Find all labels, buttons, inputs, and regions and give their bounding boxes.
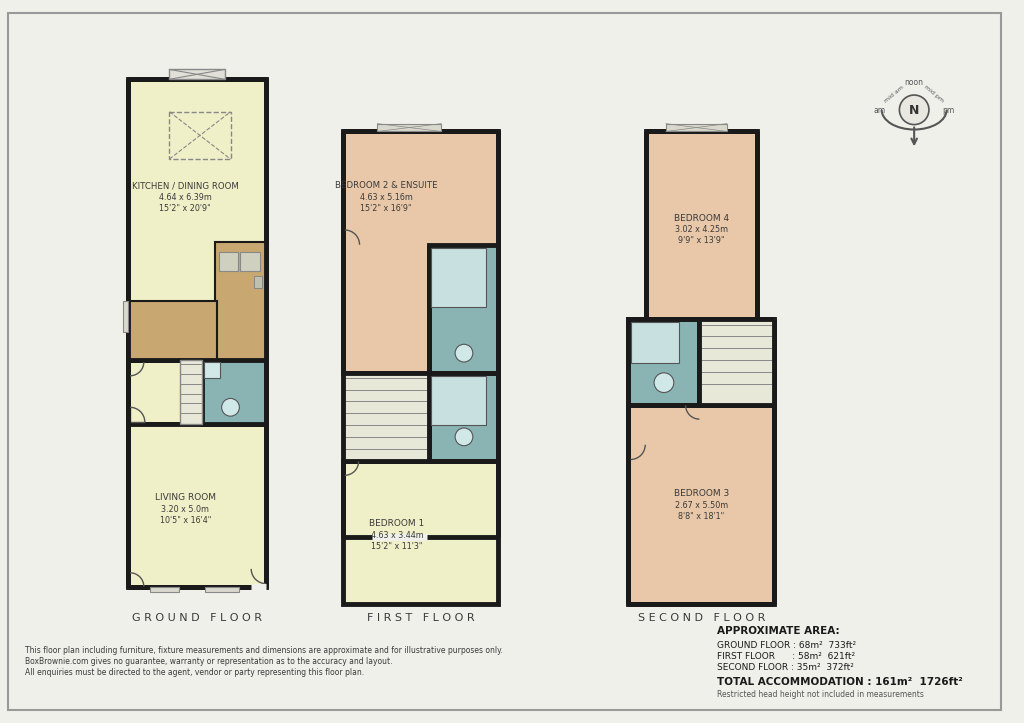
- Bar: [343, 132, 499, 373]
- Text: BEDROOM 3: BEDROOM 3: [674, 489, 729, 498]
- Text: 4.64 x 6.39m: 4.64 x 6.39m: [159, 193, 212, 202]
- Text: mid am: mid am: [884, 85, 905, 103]
- Bar: [431, 248, 485, 307]
- Circle shape: [455, 344, 473, 362]
- Bar: [204, 362, 220, 377]
- Bar: [150, 586, 179, 591]
- Bar: [632, 322, 679, 363]
- Bar: [254, 276, 262, 288]
- Text: am: am: [873, 106, 886, 115]
- Text: Restricted head height not included in measurements: Restricted head height not included in m…: [717, 690, 924, 699]
- Text: GROUND FLOOR : 68m²  733ft²: GROUND FLOOR : 68m² 733ft²: [717, 641, 856, 650]
- Text: S E C O N D   F L O O R: S E C O N D F L O O R: [638, 613, 765, 623]
- Text: 9'9" x 13'9": 9'9" x 13'9": [678, 236, 725, 245]
- Text: BEDROOM 1: BEDROOM 1: [370, 519, 425, 528]
- Bar: [666, 124, 727, 132]
- Bar: [205, 586, 240, 591]
- Bar: [343, 461, 499, 604]
- Text: 15'2" x 11'3": 15'2" x 11'3": [372, 542, 423, 551]
- Text: KITCHEN / DINING ROOM: KITCHEN / DINING ROOM: [132, 181, 239, 190]
- Text: 4.63 x 5.16m: 4.63 x 5.16m: [359, 193, 413, 202]
- Bar: [429, 373, 499, 461]
- Text: This floor plan including furniture, fixture measurements and dimensions are app: This floor plan including furniture, fix…: [25, 646, 503, 655]
- Bar: [241, 252, 260, 271]
- Text: SECOND FLOOR : 35m²  372ft²: SECOND FLOOR : 35m² 372ft²: [717, 663, 854, 672]
- Bar: [215, 241, 266, 360]
- Bar: [343, 373, 429, 461]
- Bar: [169, 112, 230, 159]
- Text: mid pm: mid pm: [923, 85, 945, 103]
- Circle shape: [899, 95, 929, 124]
- Text: noon: noon: [904, 78, 924, 87]
- Text: 3.02 x 4.25m: 3.02 x 4.25m: [675, 226, 728, 234]
- Bar: [629, 319, 699, 406]
- Bar: [128, 80, 266, 360]
- Text: 15'2" x 20'9": 15'2" x 20'9": [160, 204, 211, 213]
- Bar: [128, 301, 217, 360]
- Text: F I R S T   F L O O R: F I R S T F L O O R: [367, 613, 474, 623]
- Bar: [699, 319, 774, 406]
- Text: All enquiries must be directed to the agent, vendor or party representing this f: All enquiries must be directed to the ag…: [25, 668, 364, 677]
- Circle shape: [654, 373, 674, 393]
- Text: 8'8" x 18'1": 8'8" x 18'1": [678, 512, 725, 521]
- Circle shape: [221, 398, 240, 416]
- Text: BEDROOM 2 & ENSUITE: BEDROOM 2 & ENSUITE: [335, 181, 437, 190]
- Text: 2.67 x 5.50m: 2.67 x 5.50m: [675, 501, 728, 510]
- Bar: [431, 376, 485, 425]
- Bar: [123, 301, 128, 333]
- Bar: [128, 424, 266, 586]
- Bar: [646, 132, 757, 319]
- Bar: [429, 245, 499, 373]
- Text: APPROXIMATE AREA:: APPROXIMATE AREA:: [717, 626, 840, 636]
- Text: BoxBrownie.com gives no guarantee, warranty or representation as to the accuracy: BoxBrownie.com gives no guarantee, warra…: [25, 657, 392, 666]
- Circle shape: [455, 428, 473, 445]
- Text: 10'5" x 16'4": 10'5" x 16'4": [160, 516, 211, 525]
- Bar: [128, 360, 202, 424]
- Text: 15'2" x 16'9": 15'2" x 16'9": [360, 204, 412, 213]
- Bar: [219, 252, 239, 271]
- Text: G R O U N D   F L O O R: G R O U N D F L O O R: [132, 613, 262, 623]
- Text: 4.63 x 3.44m: 4.63 x 3.44m: [371, 531, 423, 540]
- Text: 3.20 x 5.0m: 3.20 x 5.0m: [161, 505, 209, 514]
- Bar: [629, 406, 774, 604]
- Text: FIRST FLOOR      : 58m²  621ft²: FIRST FLOOR : 58m² 621ft²: [717, 652, 855, 661]
- Bar: [629, 319, 774, 406]
- Bar: [202, 360, 266, 424]
- Text: N: N: [909, 104, 920, 117]
- Text: LIVING ROOM: LIVING ROOM: [155, 493, 216, 502]
- Text: BEDROOM 4: BEDROOM 4: [674, 214, 729, 223]
- Text: TOTAL ACCOMMODATION : 161m²  1726ft²: TOTAL ACCOMMODATION : 161m² 1726ft²: [717, 677, 963, 687]
- Bar: [180, 360, 202, 424]
- Text: pm: pm: [942, 106, 954, 115]
- Bar: [169, 69, 224, 80]
- Bar: [377, 124, 441, 132]
